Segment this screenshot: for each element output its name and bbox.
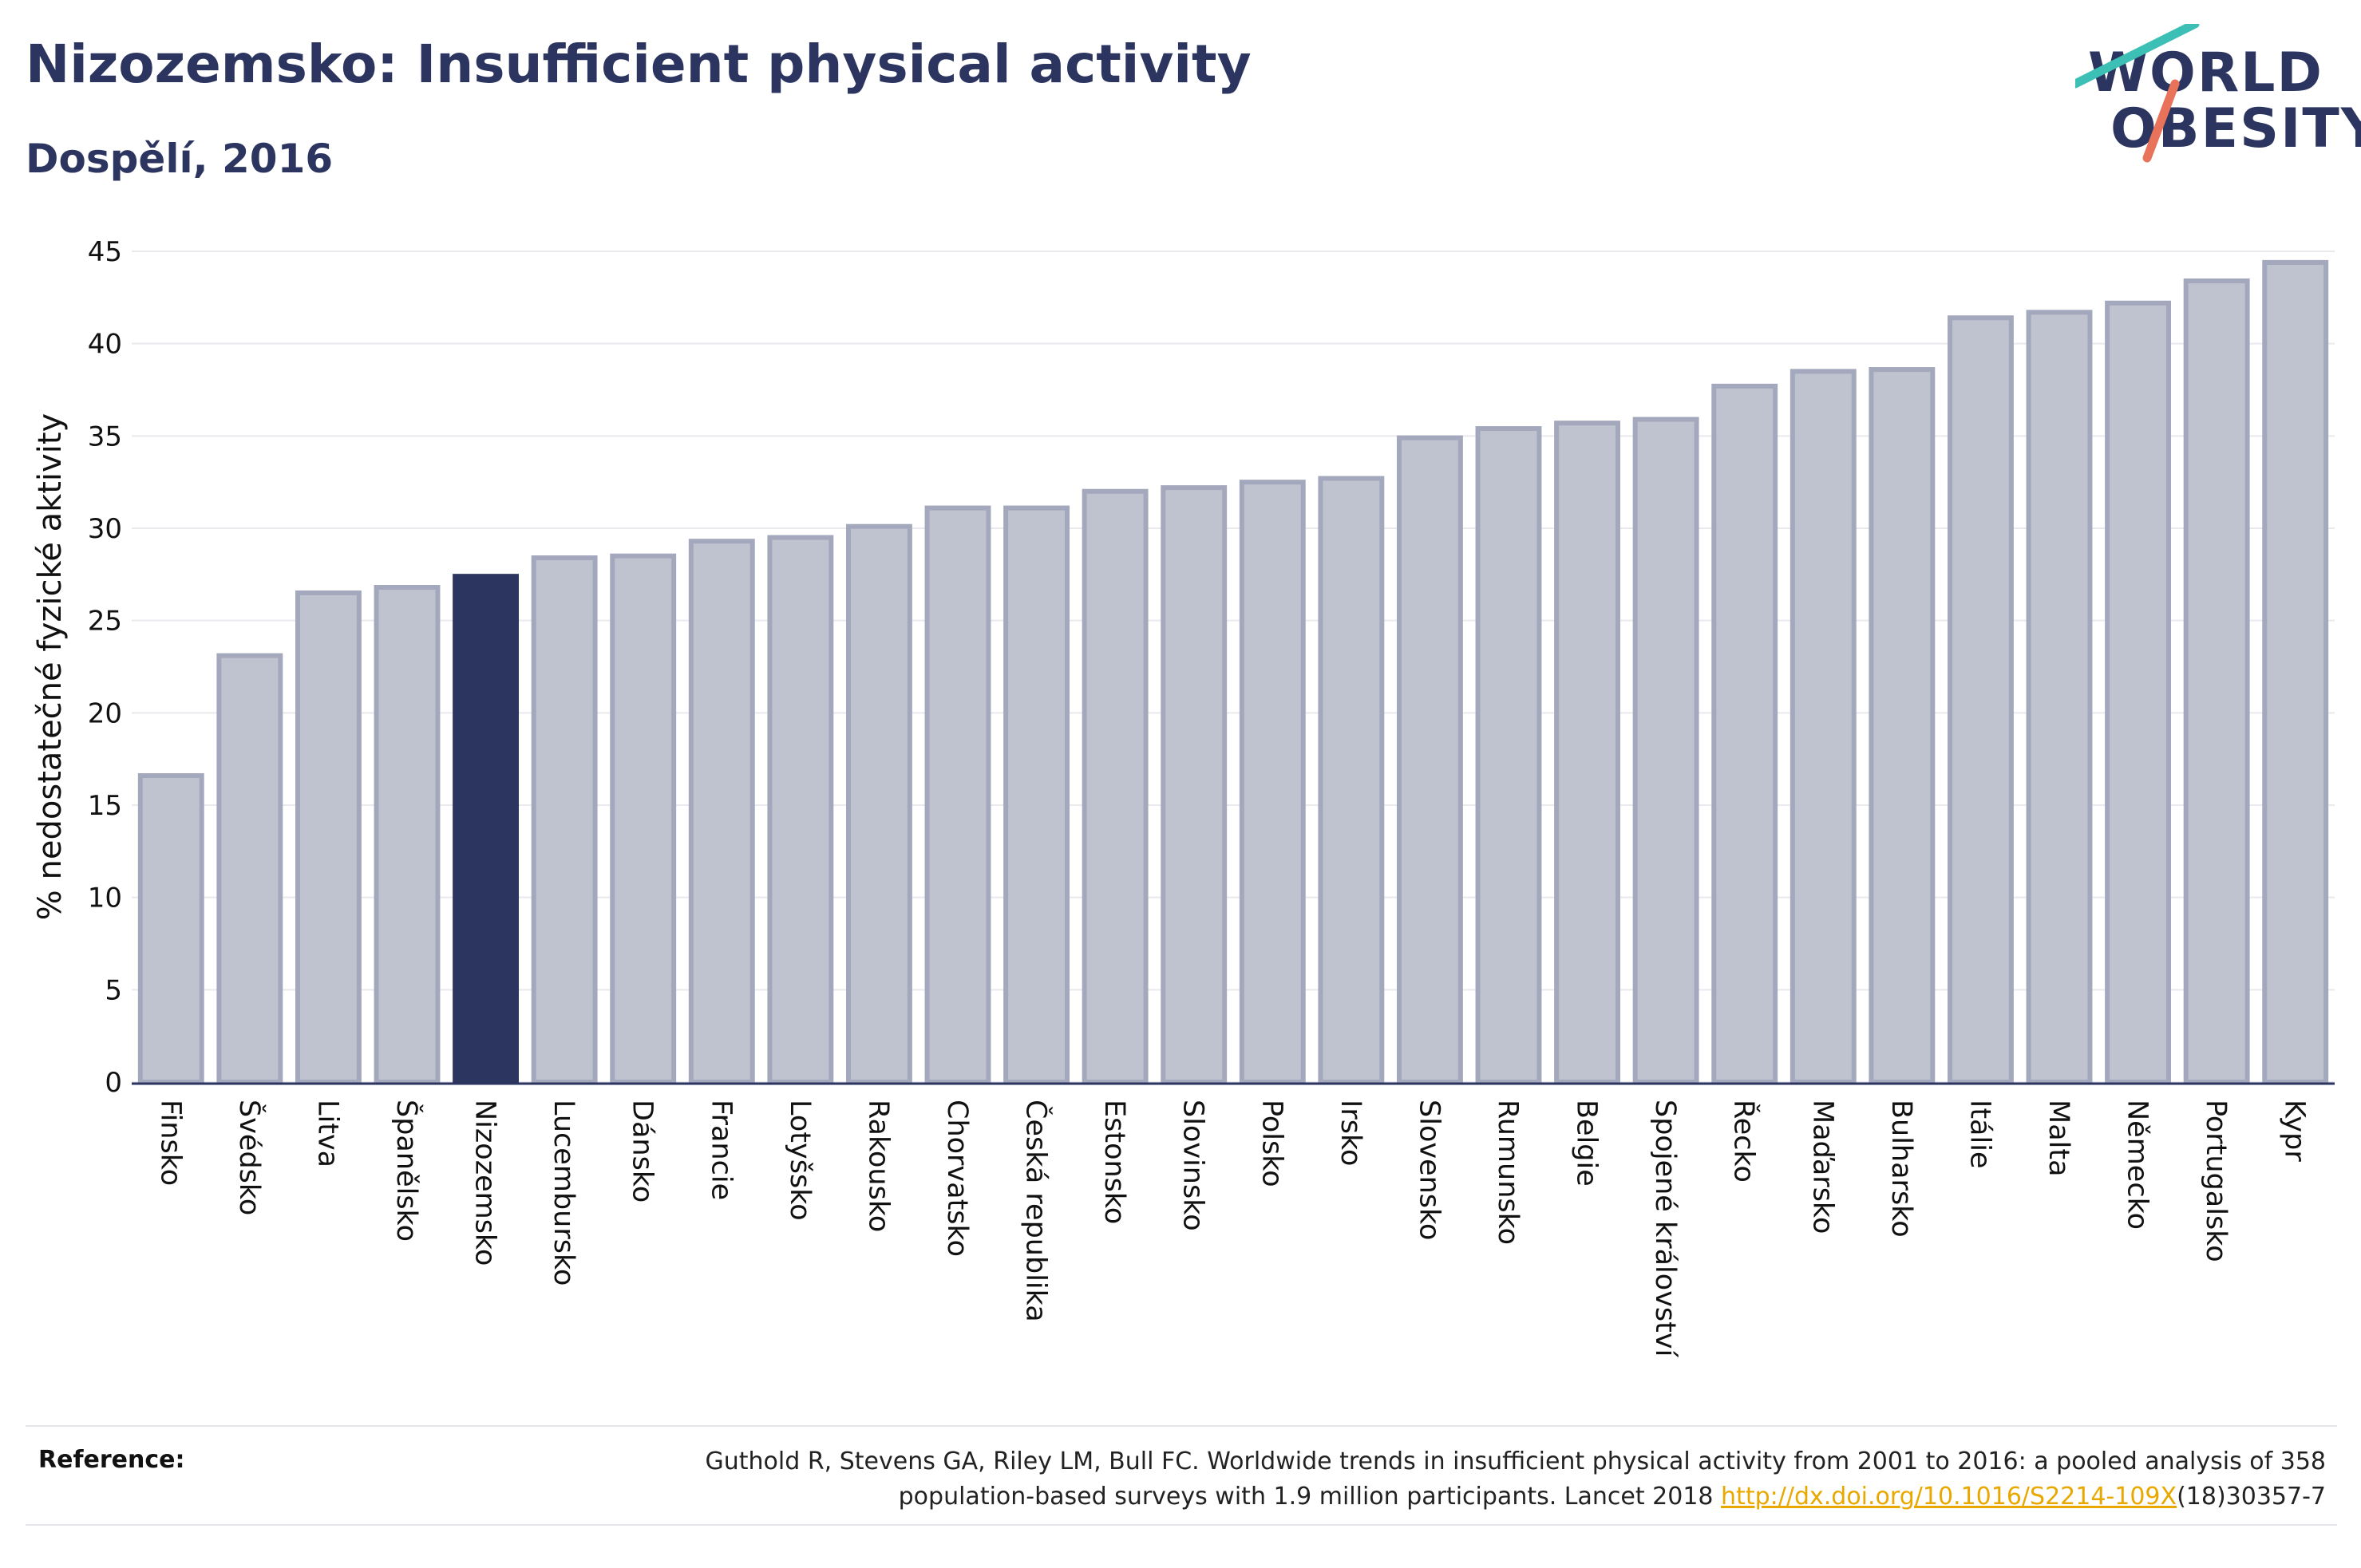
- bar: [610, 553, 677, 1084]
- world-obesity-logo: WORLD OBESITY: [2075, 24, 2361, 168]
- x-tick-label: Dánsko: [627, 1100, 658, 1203]
- bar-highlight: [453, 574, 520, 1084]
- x-tick-label: Chorvatsko: [941, 1100, 973, 1257]
- y-tick-label: 45: [88, 236, 122, 268]
- bar: [216, 653, 283, 1084]
- bar: [1475, 426, 1542, 1084]
- y-axis-title: % nedostatečné fyzické aktivity: [32, 413, 69, 920]
- x-tick-label: Spojené království: [1649, 1100, 1681, 1358]
- y-tick-label: 0: [105, 1067, 122, 1099]
- bars: [137, 259, 2329, 1085]
- y-tick-label: 15: [88, 790, 122, 822]
- x-tick-label: Portugalsko: [2200, 1100, 2232, 1262]
- x-tick-label: Itálie: [1964, 1100, 1995, 1168]
- bar: [1161, 485, 1228, 1084]
- bar: [2105, 300, 2172, 1085]
- reference-divider-bottom: [26, 1524, 2337, 1526]
- reference-label: Reference:: [38, 1446, 185, 1474]
- y-tick-label: 40: [88, 329, 122, 361]
- x-tick-label: Litva: [311, 1100, 343, 1167]
- reference-line-2-end: (18)30357-7: [2177, 1483, 2326, 1511]
- x-tick-label: Kypr: [2279, 1100, 2311, 1162]
- x-tick-label: Malta: [2043, 1100, 2074, 1177]
- reference-line-1: Guthold R, Stevens GA, Riley LM, Bull FC…: [705, 1448, 2326, 1475]
- x-tick-label: Španělsko: [390, 1100, 424, 1242]
- bar: [688, 539, 755, 1084]
- y-tick-label: 35: [88, 421, 122, 452]
- bar: [2026, 310, 2093, 1084]
- logo-word-world: WORLD: [2088, 41, 2323, 105]
- x-tick-label: Maďarsko: [1806, 1100, 1838, 1234]
- bar: [1790, 369, 1857, 1085]
- bar: [1632, 417, 1699, 1085]
- bar: [2183, 278, 2250, 1085]
- bar: [767, 535, 834, 1085]
- bar: [1554, 421, 1621, 1084]
- x-tick-label: Řecko: [1728, 1100, 1762, 1183]
- x-tick-label: Polsko: [1256, 1100, 1287, 1187]
- bar: [1239, 480, 1306, 1084]
- chart-subtitle: Dospělí, 2016: [26, 136, 334, 182]
- bar: [1947, 315, 2014, 1084]
- x-tick-label: Rakousko: [862, 1100, 894, 1232]
- y-axis-ticks: 0 5 10 15 20 25 30 35 40 45: [88, 236, 122, 1099]
- x-axis-ticks: Finsko Švédsko Litva Španělsko Nizozemsko Luc…: [154, 1100, 2310, 1358]
- bar: [2262, 259, 2329, 1084]
- reference-text: Guthold R, Stevens GA, Riley LM, Bull FC…: [490, 1444, 2326, 1515]
- reference-divider-top: [26, 1425, 2337, 1427]
- x-tick-label: Česká republika: [1020, 1100, 1054, 1322]
- x-tick-label: Estonsko: [1098, 1100, 1130, 1224]
- bar: [845, 523, 912, 1085]
- x-tick-label: Slovensko: [1413, 1100, 1445, 1240]
- bar: [531, 555, 598, 1085]
- x-tick-label: Francie: [705, 1100, 737, 1200]
- bar: [1318, 476, 1385, 1085]
- x-tick-label: Rumunsko: [1492, 1100, 1524, 1245]
- bar: [1711, 383, 1778, 1084]
- bar: [1082, 488, 1149, 1084]
- x-tick-label: Švédsko: [233, 1100, 267, 1215]
- bar: [374, 585, 441, 1084]
- x-tick-label: Bulharsko: [1885, 1100, 1917, 1238]
- x-tick-label: Irsko: [1335, 1100, 1366, 1166]
- bar: [1396, 435, 1463, 1084]
- reference-link[interactable]: http://dx.doi.org/10.1016/S2214-109X: [1721, 1483, 2177, 1511]
- x-tick-label: Lucembursko: [548, 1100, 579, 1286]
- x-tick-label: Finsko: [154, 1100, 186, 1186]
- x-tick-label: Lotyšsko: [784, 1100, 816, 1221]
- y-tick-label: 25: [88, 606, 122, 638]
- bar: [924, 505, 991, 1084]
- y-tick-label: 30: [88, 513, 122, 545]
- bar: [295, 590, 362, 1084]
- x-tick-label: Belgie: [1571, 1100, 1603, 1187]
- reference-line-2: population-based surveys with 1.9 millio…: [898, 1483, 1722, 1511]
- bar: [137, 772, 204, 1085]
- x-tick-label: Nizozemsko: [469, 1100, 501, 1266]
- x-tick-label: Slovinsko: [1177, 1100, 1209, 1231]
- logo-slash-icon: [2075, 24, 2200, 163]
- bar: [1003, 505, 1070, 1084]
- y-tick-label: 10: [88, 883, 122, 914]
- chart-title: Nizozemsko: Insufficient physical activi…: [26, 34, 1252, 95]
- bar: [1869, 367, 1936, 1084]
- bar-chart: 0 5 10 15 20 25 30 35 40 45 Finsko Švédsko Litva Špa…: [32, 236, 2335, 1358]
- y-tick-label: 20: [88, 697, 122, 729]
- x-tick-label: Německo: [2122, 1100, 2153, 1230]
- y-tick-label: 5: [105, 974, 122, 1006]
